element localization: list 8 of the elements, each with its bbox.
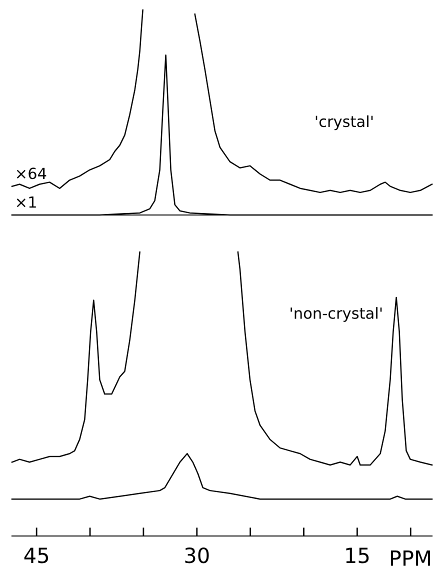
x-tick-label: 30 [185, 547, 209, 564]
x-tick-label: 45 [24, 548, 48, 564]
series-label: ×64 [16, 168, 46, 180]
x-tick-label: 15 [346, 548, 369, 564]
x-axis-title: PPM [390, 550, 430, 566]
text: 'crystal' [316, 115, 373, 130]
series-label: ×1 [16, 196, 36, 208]
text: 'non-crystal' [290, 307, 382, 322]
